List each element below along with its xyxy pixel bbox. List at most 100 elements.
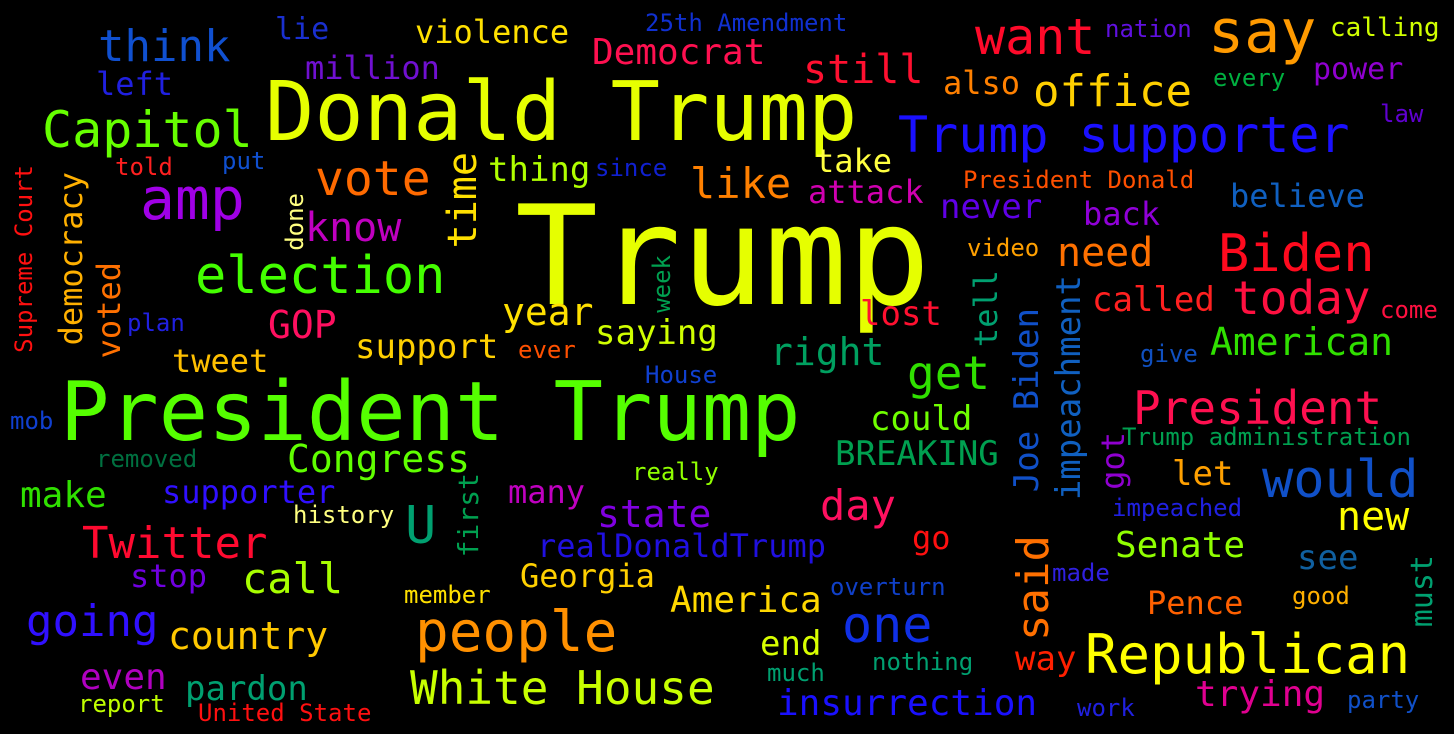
word-back: back xyxy=(1083,195,1161,233)
word-want: want xyxy=(975,8,1096,66)
word-really: really xyxy=(632,458,719,486)
word-america: America xyxy=(670,580,822,621)
word-lie: lie xyxy=(275,12,330,47)
word-every: every xyxy=(1213,64,1286,92)
word-removed: removed xyxy=(96,445,198,473)
word-see: see xyxy=(1297,538,1359,578)
word-gop: GOP xyxy=(268,303,337,347)
word-let: let xyxy=(1172,454,1234,494)
word-put: put xyxy=(222,147,266,175)
word-go: go xyxy=(912,519,951,557)
word-member: member xyxy=(404,581,491,609)
word-believe: believe xyxy=(1230,177,1365,215)
word-much: much xyxy=(767,659,825,687)
word-supporter: supporter xyxy=(162,473,336,511)
word-end: end xyxy=(760,624,822,664)
word-said: said xyxy=(1008,535,1059,641)
word-way: way xyxy=(1015,639,1077,679)
word-voted: voted xyxy=(90,262,128,359)
word-trying: trying xyxy=(1195,674,1326,715)
word-never: never xyxy=(940,187,1043,227)
word-made: made xyxy=(1052,559,1110,587)
word-million: million xyxy=(305,49,440,87)
word-twitter: Twitter xyxy=(82,518,268,569)
word-still: still xyxy=(803,47,924,93)
word-ever: ever xyxy=(518,336,576,364)
word-democracy: democracy xyxy=(52,172,90,346)
word-call: call xyxy=(242,554,344,603)
word-got: got xyxy=(1094,432,1132,490)
word-new: new xyxy=(1337,494,1410,540)
word-power: power xyxy=(1313,52,1404,87)
word-work: work xyxy=(1077,694,1135,722)
word-election: election xyxy=(195,246,446,306)
word-american: American xyxy=(1210,320,1394,364)
word-law: law xyxy=(1380,100,1424,128)
word-one: one xyxy=(842,596,933,654)
word-day: day xyxy=(820,481,896,530)
word-trump-administration: Trump administration xyxy=(1122,423,1411,451)
word-history: history xyxy=(293,501,395,529)
word-first: first xyxy=(452,473,485,558)
word-many: many xyxy=(508,473,586,511)
word-mob: mob xyxy=(10,407,54,435)
word-get: get xyxy=(907,346,991,400)
word-donald-trump: Donald Trump xyxy=(265,65,858,160)
word-nation: nation xyxy=(1105,15,1192,43)
word-violence: violence xyxy=(415,13,570,51)
word-attack: attack xyxy=(808,173,924,211)
word-united-state: United State xyxy=(198,699,372,727)
word-left: left xyxy=(96,65,174,103)
word-today: today xyxy=(1232,271,1371,325)
word-could: could xyxy=(870,399,973,439)
word-joe-biden: Joe Biden xyxy=(1007,308,1047,493)
word-republican: Republican xyxy=(1085,623,1411,686)
word-capitol: Capitol xyxy=(42,101,253,159)
word-calling: calling xyxy=(1330,13,1440,43)
word-would: would xyxy=(1262,450,1419,510)
word-trump-supporter: Trump supporter xyxy=(898,106,1350,164)
word-congress: Congress xyxy=(287,437,471,481)
word-make: make xyxy=(20,475,107,516)
word-pence: Pence xyxy=(1147,584,1244,622)
word-think: think xyxy=(98,21,231,72)
word-u: U xyxy=(405,496,437,556)
word-house: House xyxy=(645,361,718,389)
word-nothing: nothing xyxy=(872,648,974,676)
word-office: office xyxy=(1033,66,1192,117)
word-report: report xyxy=(78,690,165,718)
word-year: year xyxy=(502,290,594,334)
word-president: President xyxy=(1133,381,1383,435)
word-even: even xyxy=(80,657,167,698)
word-supreme-court: Supreme Court xyxy=(10,165,38,353)
word-party: party xyxy=(1347,686,1420,714)
word-tweet: tweet xyxy=(172,342,269,380)
word-trump: Trump xyxy=(515,176,931,337)
word-democrat: Democrat xyxy=(592,32,766,73)
word-vote: vote xyxy=(315,151,431,207)
word-must: must xyxy=(1405,555,1440,628)
word-saying: saying xyxy=(595,313,718,353)
word-tell: tell xyxy=(967,270,1005,348)
word-senate: Senate xyxy=(1115,525,1246,566)
word-need: need xyxy=(1057,230,1154,276)
word-people: people xyxy=(415,600,618,665)
word-say: say xyxy=(1208,0,1317,67)
word-biden: Biden xyxy=(1218,224,1375,284)
word-lost: lost xyxy=(860,294,942,334)
word-going: going xyxy=(26,596,159,647)
word-week: week xyxy=(648,255,676,313)
word-done: done xyxy=(281,193,309,251)
word-good: good xyxy=(1292,582,1350,610)
word-breaking: BREAKING xyxy=(835,434,999,474)
word-georgia: Georgia xyxy=(520,557,655,595)
word-impeachment: impeachment xyxy=(1049,275,1089,501)
word-time: time xyxy=(440,152,486,249)
word-stop: stop xyxy=(130,557,208,595)
word-25th-amendment: 25th Amendment xyxy=(645,9,848,37)
word-state: state xyxy=(597,492,712,536)
word-since: since xyxy=(595,154,668,182)
word-plan: plan xyxy=(127,309,185,337)
word-realdonaldtrump: realDonaldTrump xyxy=(537,527,826,565)
